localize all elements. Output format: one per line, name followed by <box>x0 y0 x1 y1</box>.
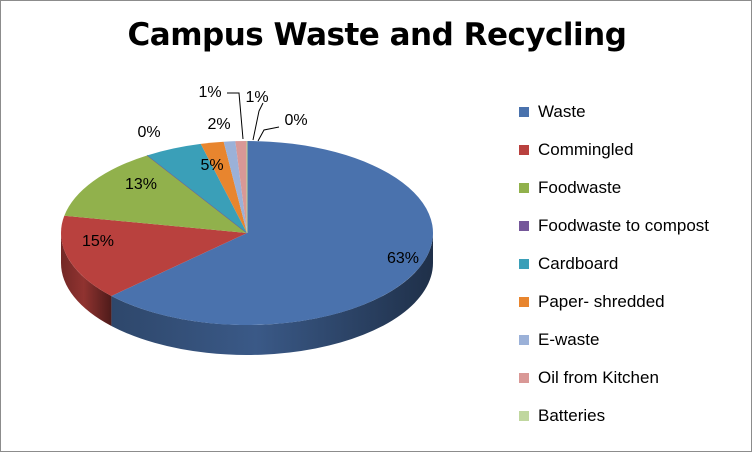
legend-label: Oil from Kitchen <box>538 368 659 387</box>
pie-slice-waste <box>111 141 433 326</box>
legend-item-batteries: Batteries <box>519 397 709 435</box>
legend-label: Foodwaste <box>538 178 622 197</box>
data-label-waste: 63% <box>387 250 419 267</box>
legend-label: Paper- shredded <box>538 292 665 311</box>
legend-item-foodwaste: Foodwaste <box>519 169 709 207</box>
pie-slice-cardboard <box>147 143 247 233</box>
legend-item-oil-from-kitchen: Oil from Kitchen <box>519 359 709 397</box>
legend-item-e-waste: E-waste <box>519 321 709 359</box>
pie-slice-e-waste <box>223 141 247 233</box>
leader-line <box>252 102 264 141</box>
pie-slice-foodwaste <box>64 155 247 233</box>
legend-label: Foodwaste to compost <box>538 216 710 235</box>
legend-swatch <box>519 183 529 193</box>
legend-item-waste: Waste <box>519 93 709 131</box>
legend-swatch <box>519 145 529 155</box>
legend-label: Commingled <box>538 140 634 159</box>
data-label-oil-from-kitchen: 1% <box>245 89 268 106</box>
legend-swatch <box>519 411 529 421</box>
legend-swatch <box>519 107 529 117</box>
pie-labels: 63% 15% 13% 0% 5% 2% 1% 1% 0% <box>82 84 419 267</box>
legend-swatch <box>519 335 529 345</box>
pie-side-commingled <box>60 233 112 326</box>
data-label-foodwaste: 13% <box>125 176 157 193</box>
chart-title: Campus Waste and Recycling <box>127 17 627 53</box>
leader-line <box>257 126 280 142</box>
legend-item-cardboard: Cardboard <box>519 245 709 283</box>
leader-line <box>227 92 244 140</box>
legend-label: E-waste <box>538 330 600 349</box>
data-label-foodwaste-to-compost: 0% <box>137 124 160 141</box>
legend-label: Waste <box>538 102 586 121</box>
pie-side-waste <box>111 233 433 355</box>
legend-swatch <box>519 221 529 231</box>
legend-item-paper-shredded: Paper- shredded <box>519 283 709 321</box>
legend-item-commingled: Commingled <box>519 131 709 169</box>
legend-swatch <box>519 259 529 269</box>
data-label-cardboard: 5% <box>200 157 223 174</box>
legend-item-foodwaste-to-compost: Foodwaste to compost <box>519 207 709 245</box>
pie-top <box>60 141 433 326</box>
pie-slice-oil-from-kitchen <box>235 141 247 233</box>
pie-slice-paper-shredded <box>200 141 247 233</box>
data-label-commingled: 15% <box>82 233 114 250</box>
data-label-paper-shredded: 2% <box>207 116 230 133</box>
pie-slice-commingled <box>60 215 247 296</box>
pie-sides <box>60 233 433 355</box>
data-label-batteries: 0% <box>284 112 307 129</box>
data-label-e-waste: 1% <box>198 84 221 101</box>
legend: Waste Commingled Foodwaste Foodwaste to com… <box>519 93 709 435</box>
legend-label: Batteries <box>538 406 606 425</box>
legend-swatch <box>519 373 529 383</box>
legend-label: Cardboard <box>538 254 619 273</box>
pie-slice-foodwaste-to-compost <box>147 154 248 234</box>
legend-swatch <box>519 297 529 307</box>
